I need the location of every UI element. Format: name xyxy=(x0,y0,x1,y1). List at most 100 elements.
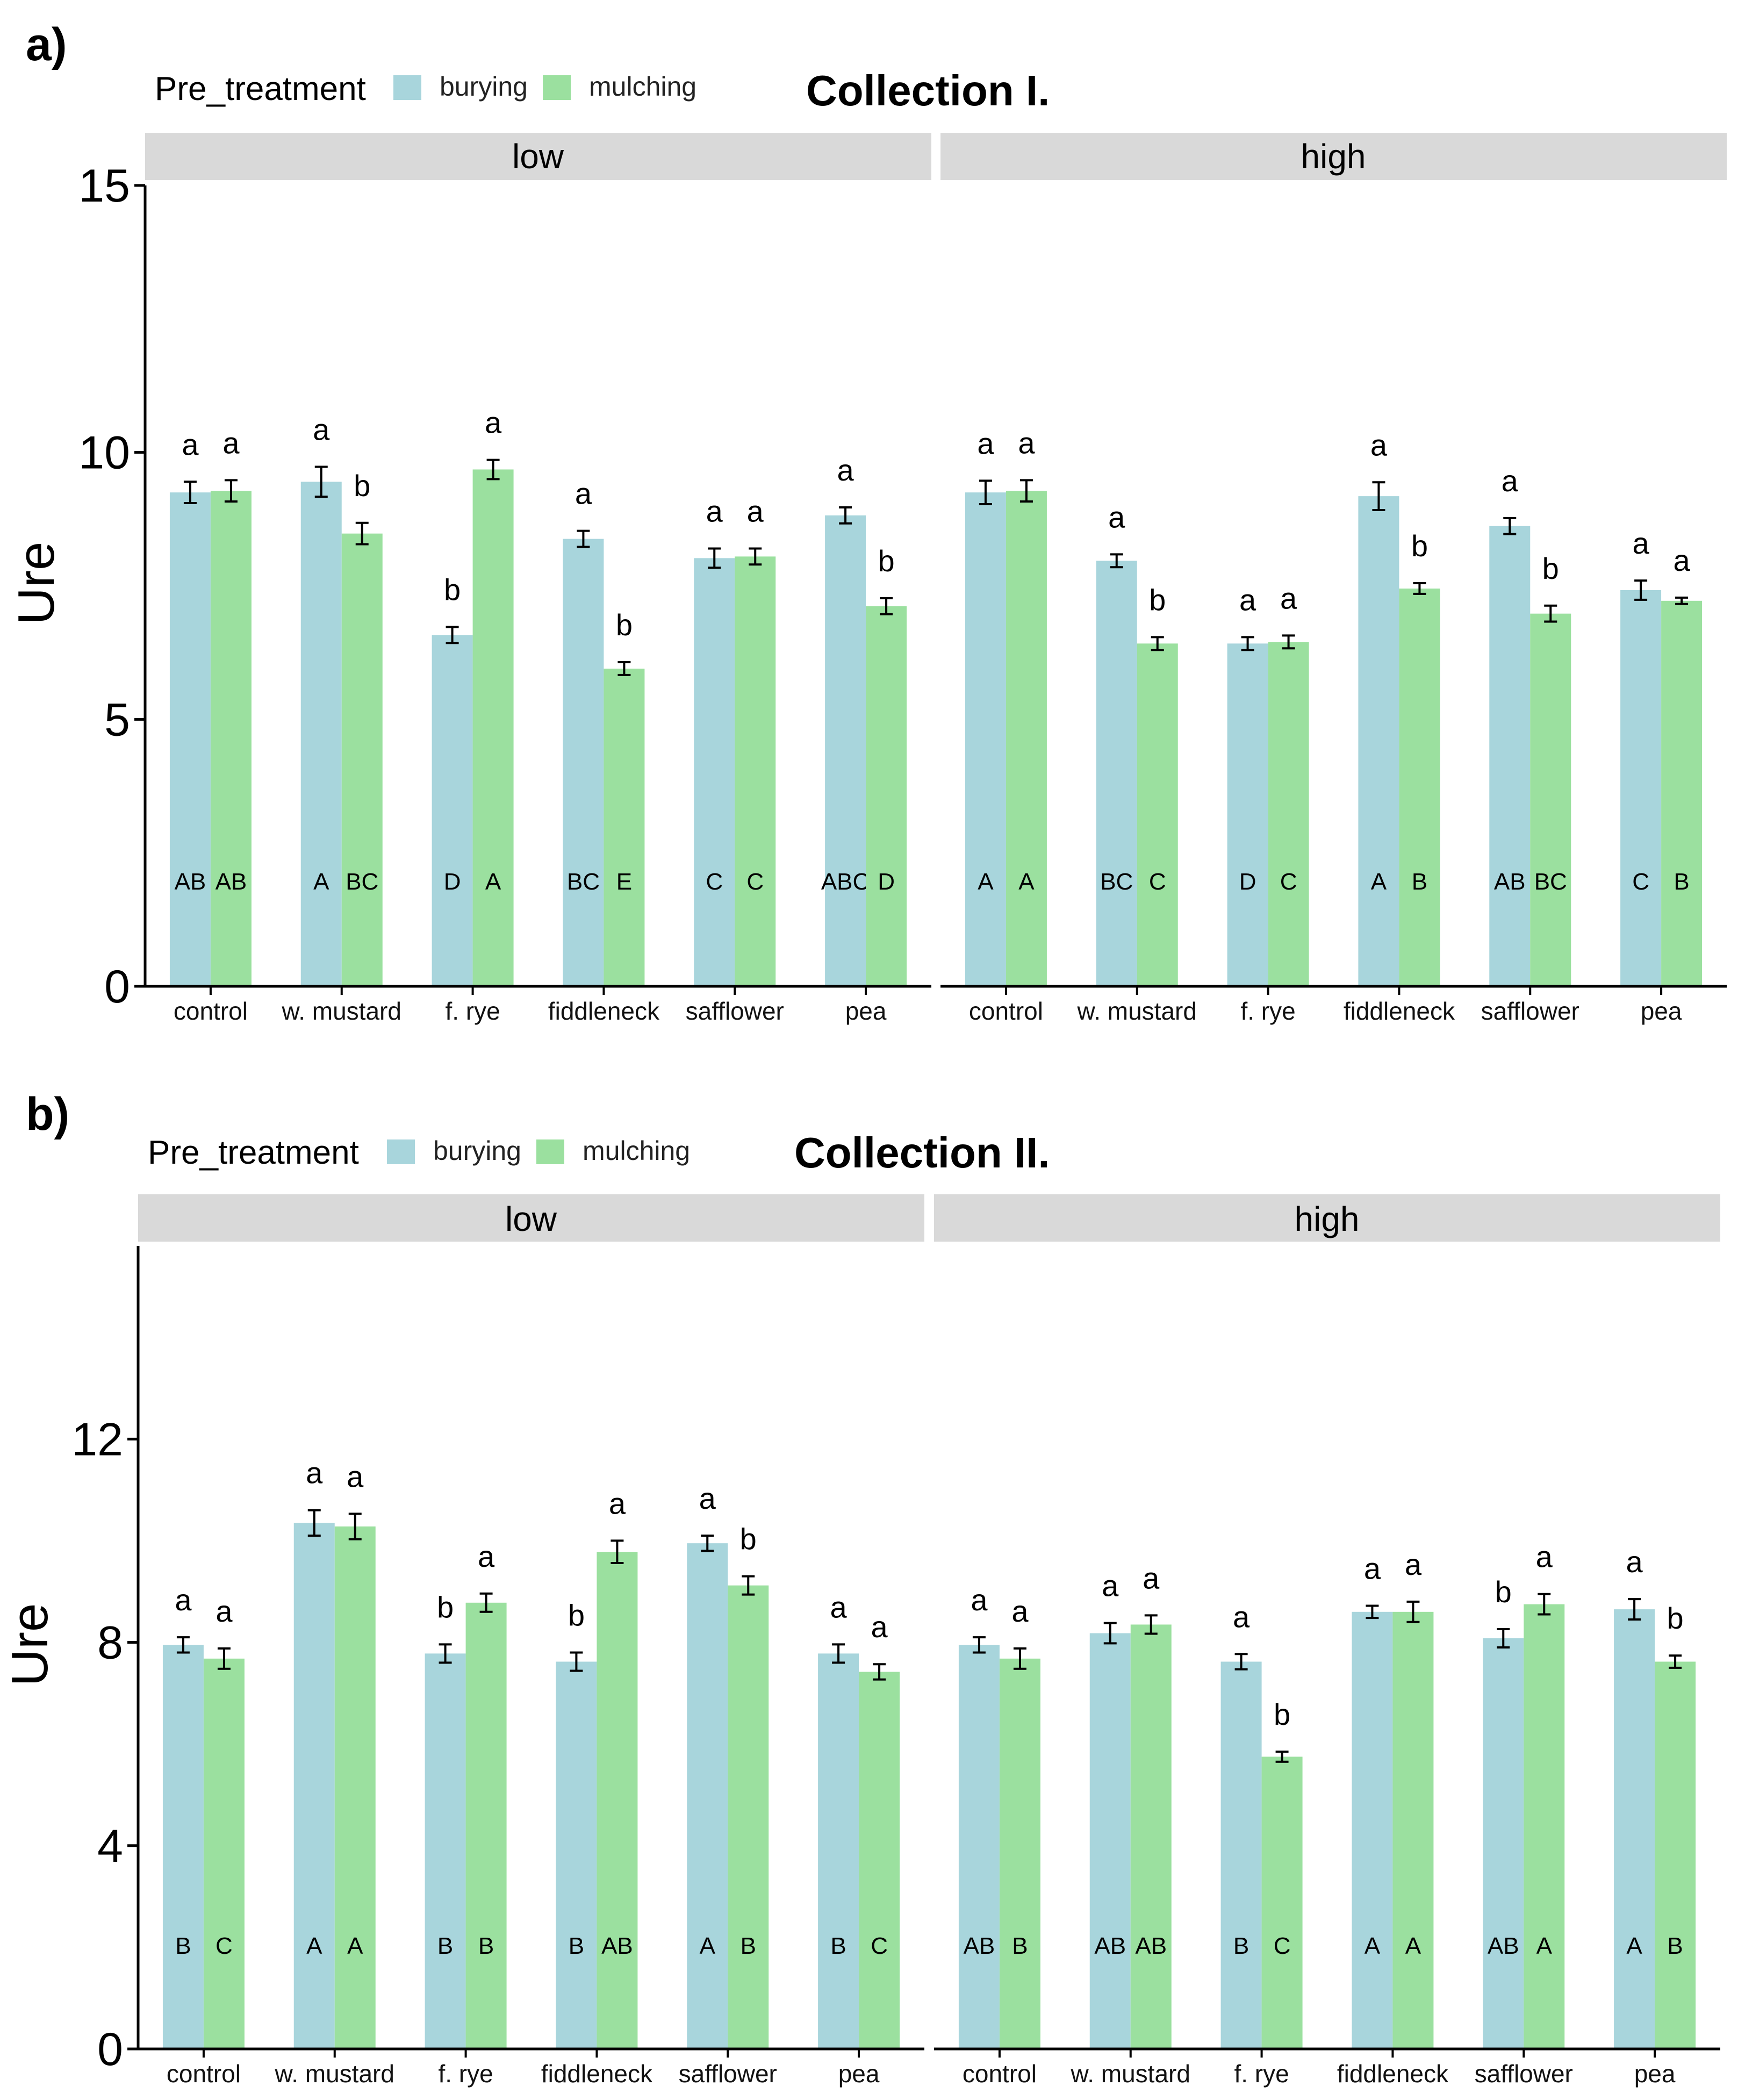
panel-b-bar-burying xyxy=(1220,1661,1262,2049)
panel-a-error-bar xyxy=(979,479,992,506)
panel-a-group-letter: D xyxy=(444,869,461,895)
panel-b-legend: Pre_treatment burying mulching xyxy=(148,1134,690,1171)
panel-b-group-letter: C xyxy=(871,1933,888,1959)
panel-a-error-bar xyxy=(839,506,852,525)
panel-a-x-tick-label: f. rye xyxy=(445,997,500,1025)
panel-a-strip-high xyxy=(940,133,1727,180)
panel-b-error-bar xyxy=(1144,1614,1158,1635)
panel-a-group-letter: A xyxy=(313,869,329,895)
panel-a-x-tick-label: fiddleneck xyxy=(548,997,660,1025)
panel-a-error-bar xyxy=(617,661,631,676)
panel-b-error-bar xyxy=(439,1643,452,1664)
panel-b-bar-burying xyxy=(1483,1638,1524,2049)
panel-a-significance-letter: b xyxy=(354,469,370,503)
panel-b-y-label: Ure xyxy=(1,1603,59,1687)
panel-b-x-tick-label: safflower xyxy=(679,2060,777,2088)
panel-b-error-bar xyxy=(307,1509,321,1537)
panel-a-significance-letter: a xyxy=(706,494,723,528)
panel-a-y-ticks: 0 5 10 15 xyxy=(78,160,145,1013)
panel-a-x-tick-label: control xyxy=(969,997,1043,1025)
panel-a-bar-mulching xyxy=(1268,642,1309,986)
panel-b-group-letter: C xyxy=(216,1933,233,1959)
panel-b-significance-letter: a xyxy=(1102,1569,1119,1603)
panel-a-group-letter: C xyxy=(1280,869,1297,895)
panel-b-error-bar xyxy=(348,1513,362,1540)
panel-a-error-bar xyxy=(1503,517,1517,535)
panel-b-error-bar xyxy=(176,1636,190,1654)
panel-a-bar-mulching xyxy=(210,491,252,986)
panel-a-group-letter: D xyxy=(878,869,895,895)
panel-b-x-tick-label: control xyxy=(963,2060,1037,2088)
panel-a-y-tick-label: 5 xyxy=(104,694,130,746)
panel-b-error-bar xyxy=(1406,1600,1420,1623)
panel-a-significance-letter: a xyxy=(1239,583,1256,617)
panel-b-error-bar xyxy=(1234,1653,1248,1671)
panel-a-group-letter: ABC xyxy=(821,869,870,895)
panel-a-group-letter: C xyxy=(1632,869,1649,895)
panel-b-group-letter: B xyxy=(1233,1933,1249,1959)
panel-a-group-letter: B xyxy=(1412,869,1427,895)
panel-a-significance-letter: a xyxy=(1633,526,1650,560)
panel-a-x-tick-label: f. rye xyxy=(1240,997,1295,1025)
panel-a-bar-burying xyxy=(300,482,342,986)
panel-b-bar-burying xyxy=(1352,1611,1393,2049)
panel-b-group-letter: AB xyxy=(601,1933,633,1959)
panel-b-group-letter: B xyxy=(175,1933,191,1959)
panel-b-group-letter: A xyxy=(1365,1933,1381,1959)
panel-b-error-bar xyxy=(742,1575,755,1596)
panel-b-bar-mulching xyxy=(1524,1604,1565,2049)
panel-a-bar-burying xyxy=(1489,526,1531,986)
panel-a-group-letter: AB xyxy=(175,869,206,895)
panel-b-x-tick-label: w. mustard xyxy=(1071,2060,1190,2088)
panel-a-bar-burying xyxy=(169,492,211,986)
panel-a-error-bar xyxy=(1544,604,1557,623)
panel-a-bar-burying xyxy=(965,492,1006,986)
panel-b-error-bar xyxy=(217,1647,231,1670)
panel-a-x-tick-label: pea xyxy=(1641,997,1682,1025)
panel-a-group-letter: BC xyxy=(1534,869,1567,895)
panel-b-x-tick-label: fiddleneck xyxy=(1337,2060,1449,2088)
panel-a-significance-letter: b xyxy=(444,572,461,606)
panel-b-bar-burying xyxy=(162,1645,204,2049)
panel-b-error-bar xyxy=(1275,1750,1289,1763)
panel-b-x-tick-label: pea xyxy=(838,2060,880,2088)
panel-a-group-letter: BC xyxy=(346,869,378,895)
panel-a-error-bar xyxy=(446,626,459,644)
panel-b-legend-label-burying: burying xyxy=(433,1136,521,1166)
panel-b-error-bar xyxy=(1669,1654,1682,1669)
panel-a-significance-letter: a xyxy=(837,453,854,487)
panel-a-bar-burying xyxy=(1096,561,1137,986)
panel-a-significance-letter: b xyxy=(1149,583,1166,617)
panel-b-significance-letter: a xyxy=(347,1459,364,1493)
panel-b-significance-letter: a xyxy=(216,1594,233,1628)
panel-a-bar-burying xyxy=(825,515,866,986)
panel-b-y-tick-label: 4 xyxy=(97,1821,123,1872)
panel-a-x-tick-label: safflower xyxy=(1481,997,1579,1025)
panel-b-error-bar xyxy=(1628,1598,1641,1621)
panel-b-bar-burying xyxy=(425,1653,466,2049)
panel-b-y-tick-label: 12 xyxy=(71,1414,123,1465)
panel-b-error-bar xyxy=(873,1663,886,1681)
panel-b-bar-burying xyxy=(958,1645,1000,2049)
panel-a-significance-letter: a xyxy=(1280,581,1297,615)
panel-a-significance-letter: a xyxy=(1502,464,1519,498)
panel-a-error-bar xyxy=(355,521,369,546)
panel-a-bar-mulching xyxy=(1137,643,1178,986)
panel-b-error-bar xyxy=(832,1643,845,1664)
panel-a-significance-letter: a xyxy=(222,426,240,460)
panel-a-legend-label-mulching: mulching xyxy=(589,71,696,102)
panel-a-significance-letter: a xyxy=(313,412,330,446)
panel-b-significance-letter: b xyxy=(1495,1575,1512,1609)
panel-b-x-tick-label: pea xyxy=(1634,2060,1676,2088)
panel-b-strip-high xyxy=(934,1194,1720,1242)
panel-a-x-tick-label: safflower xyxy=(686,997,784,1025)
panel-b-strip-low-label: low xyxy=(505,1200,557,1238)
panel-b-group-letter: B xyxy=(1667,1933,1683,1959)
panel-a-legend-key-mulching xyxy=(543,75,571,100)
panel-a-error-bar xyxy=(1151,636,1164,651)
panel-b-bar-mulching xyxy=(999,1658,1040,2049)
panel-b-y-ticks: 0 4 8 12 xyxy=(71,1414,138,2075)
panel-a-significance-letter: a xyxy=(1018,426,1035,460)
panel-a-significance-letter: a xyxy=(747,494,764,528)
